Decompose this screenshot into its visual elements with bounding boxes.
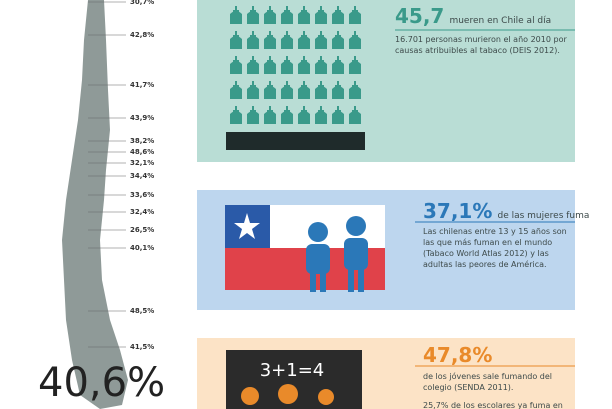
women-headline: 37,1% de las mujeres fuma (423, 199, 589, 223)
gravestone (332, 56, 344, 74)
gravestone (315, 56, 327, 74)
gravestone (247, 81, 259, 99)
blackboard-text: 3+1=4 (260, 360, 325, 381)
gravestone (298, 81, 310, 99)
gravestone (349, 6, 361, 24)
gravestone (281, 81, 293, 99)
gravestone (264, 81, 276, 99)
map-label: 42,8% (130, 31, 154, 39)
map-label: 26,5% (130, 226, 154, 234)
map-label: 32,1% (130, 159, 154, 167)
gravestone (247, 31, 259, 49)
figure: 47,8% (423, 343, 493, 367)
gravestone (230, 56, 242, 74)
lead: de las mujeres fuma (497, 211, 590, 221)
figure: 37,1% (423, 199, 493, 223)
gravestone (349, 56, 361, 74)
gravestone (281, 106, 293, 124)
gravestone (315, 106, 327, 124)
deaths-headline: 45,7 mueren en Chile al día (395, 4, 551, 28)
gravestone (230, 31, 242, 49)
gravestone (264, 31, 276, 49)
gravestone (332, 81, 344, 99)
gravestone (264, 56, 276, 74)
lead: de los jóvenes sale fumando del colegio … (423, 372, 552, 392)
map-label: 33,6% (130, 191, 154, 199)
gravestone (264, 106, 276, 124)
gravestone (230, 106, 242, 124)
gravestone (315, 81, 327, 99)
paragraph: 25,7% de los escolares ya fuma en (423, 401, 563, 409)
figure: 45,7 (395, 4, 445, 28)
map-label: 41,5% (130, 343, 154, 351)
gravestone (281, 31, 293, 49)
map-labels: 30,7% 42,8% 41,7% 43,9% 38,2% 48,6% 32,1% 34,4%… (88, 0, 154, 351)
gravestone-icons (230, 6, 361, 124)
gravestone (332, 31, 344, 49)
gravestone (281, 6, 293, 24)
gravestone (332, 106, 344, 124)
gravestone (349, 106, 361, 124)
map-label: 38,2% (130, 137, 154, 145)
gravestone (247, 56, 259, 74)
gravestone (230, 6, 242, 24)
gravestone (230, 81, 242, 99)
map-label: 43,9% (130, 114, 154, 122)
gravestone (247, 6, 259, 24)
gravestone (315, 31, 327, 49)
map-label: 48,5% (130, 307, 154, 315)
gravestone (349, 81, 361, 99)
gravestone (247, 106, 259, 124)
paragraph: Las chilenas entre 13 y 15 años son las … (423, 227, 567, 269)
gravestone (298, 31, 310, 49)
gravestone (298, 56, 310, 74)
gravestone (264, 6, 276, 24)
kids (241, 384, 334, 405)
map-label: 32,4% (130, 208, 154, 216)
gravestone (332, 6, 344, 24)
map-label: 30,7% (130, 0, 154, 6)
lead: mueren en Chile al día (449, 16, 552, 26)
gravestone (281, 56, 293, 74)
gravestone (315, 6, 327, 24)
gravestone (349, 31, 361, 49)
map-label: 41,7% (130, 81, 154, 89)
gravestone (298, 106, 310, 124)
chile-map (62, 0, 128, 409)
gravestone (298, 6, 310, 24)
map-label: 34,4% (130, 172, 154, 180)
girls (306, 216, 368, 292)
total-figure: 40,6% (38, 360, 166, 406)
paragraph: 16.701 personas murieron el año 2010 por… (395, 35, 567, 55)
grave-base (226, 132, 365, 150)
map-label: 40,1% (130, 244, 154, 252)
map-label: 48,6% (130, 148, 154, 156)
